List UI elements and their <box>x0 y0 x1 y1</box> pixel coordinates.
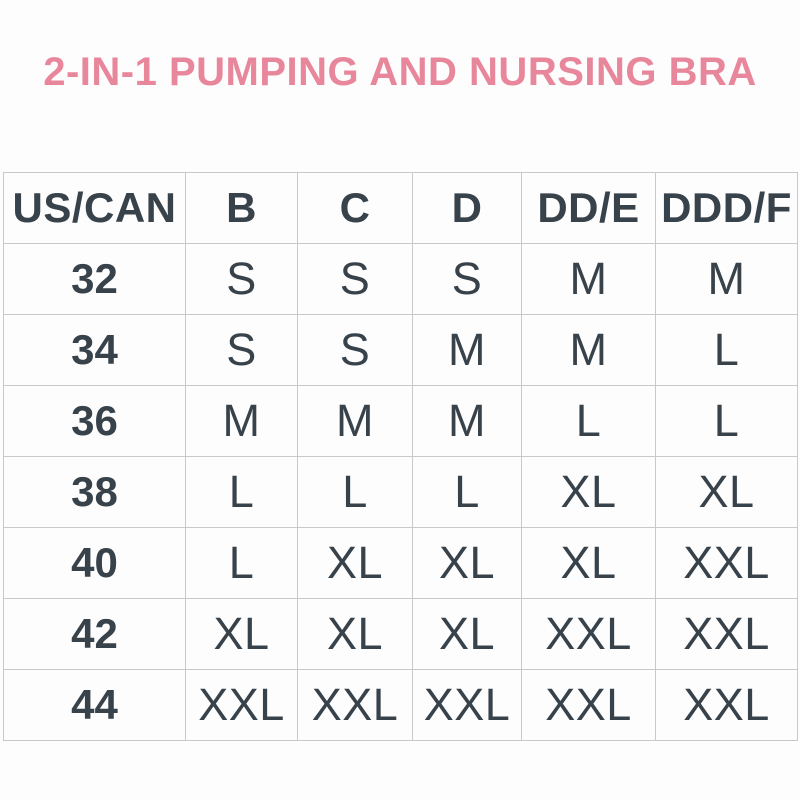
recommended-size-cell: L <box>655 314 798 386</box>
recommended-size-cell: XL <box>521 456 656 528</box>
table-row: 44 XXL XXL XXL XXL XXL <box>3 669 798 741</box>
recommended-size-cell: M <box>185 385 298 457</box>
recommended-size-cell: L <box>655 385 798 457</box>
band-size-cell: 38 <box>3 456 186 528</box>
recommended-size-cell: XXL <box>655 527 798 599</box>
column-header-cup-ddd-f: DDD/F <box>655 172 798 244</box>
recommended-size-cell: M <box>655 243 798 315</box>
recommended-size-cell: M <box>521 314 656 386</box>
recommended-size-cell: L <box>297 456 413 528</box>
recommended-size-cell: XXL <box>412 669 522 741</box>
band-size-cell: 36 <box>3 385 186 457</box>
recommended-size-cell: S <box>185 243 298 315</box>
column-header-cup-dd-e: DD/E <box>521 172 656 244</box>
recommended-size-cell: XL <box>521 527 656 599</box>
table-row: 34 S S M M L <box>3 314 798 386</box>
recommended-size-cell: XL <box>297 598 413 670</box>
column-header-cup-d: D <box>412 172 522 244</box>
recommended-size-cell: L <box>185 456 298 528</box>
recommended-size-cell: S <box>297 243 413 315</box>
recommended-size-cell: XL <box>412 527 522 599</box>
recommended-size-cell: S <box>412 243 522 315</box>
size-chart-table: US/CAN B C D DD/E DDD/F 32 S S S M M 34 … <box>3 172 798 741</box>
band-size-cell: 34 <box>3 314 186 386</box>
recommended-size-cell: M <box>297 385 413 457</box>
recommended-size-cell: XL <box>297 527 413 599</box>
recommended-size-cell: XXL <box>521 669 656 741</box>
recommended-size-cell: M <box>412 385 522 457</box>
recommended-size-cell: L <box>185 527 298 599</box>
table-row: 36 M M M L L <box>3 385 798 457</box>
recommended-size-cell: XXL <box>297 669 413 741</box>
page-title: 2-IN-1 PUMPING AND NURSING BRA <box>43 50 757 94</box>
band-size-cell: 32 <box>3 243 186 315</box>
column-header-band-size: US/CAN <box>3 172 186 244</box>
recommended-size-cell: XXL <box>521 598 656 670</box>
recommended-size-cell: L <box>412 456 522 528</box>
recommended-size-cell: XL <box>655 456 798 528</box>
recommended-size-cell: L <box>521 385 656 457</box>
header-row: US/CAN B C D DD/E DDD/F <box>3 172 798 244</box>
recommended-size-cell: XXL <box>655 598 798 670</box>
recommended-size-cell: XXL <box>655 669 798 741</box>
recommended-size-cell: XXL <box>185 669 298 741</box>
band-size-cell: 44 <box>3 669 186 741</box>
recommended-size-cell: XL <box>185 598 298 670</box>
column-header-cup-b: B <box>185 172 298 244</box>
recommended-size-cell: S <box>297 314 413 386</box>
recommended-size-cell: M <box>412 314 522 386</box>
recommended-size-cell: XL <box>412 598 522 670</box>
recommended-size-cell: S <box>185 314 298 386</box>
table-row: 38 L L L XL XL <box>3 456 798 528</box>
recommended-size-cell: M <box>521 243 656 315</box>
band-size-cell: 40 <box>3 527 186 599</box>
table-row: 32 S S S M M <box>3 243 798 315</box>
table-row: 42 XL XL XL XXL XXL <box>3 598 798 670</box>
column-header-cup-c: C <box>297 172 413 244</box>
band-size-cell: 42 <box>3 598 186 670</box>
table-row: 40 L XL XL XL XXL <box>3 527 798 599</box>
